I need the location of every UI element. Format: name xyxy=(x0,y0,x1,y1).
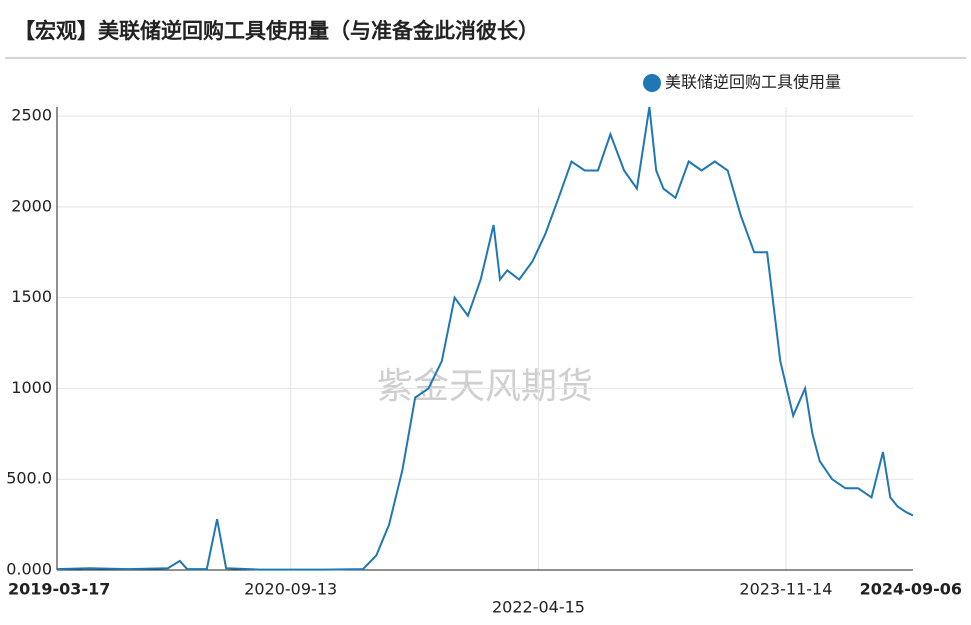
x-tick-label: 2022-04-15 xyxy=(492,598,585,617)
legend-marker xyxy=(643,74,661,92)
y-tick-label: 1000 xyxy=(11,378,52,397)
y-tick-label: 1500 xyxy=(11,287,52,306)
watermark: 紫金天风期货 xyxy=(377,366,593,407)
y-tick-label: 0.000 xyxy=(6,560,52,579)
y-tick-label: 2000 xyxy=(11,196,52,215)
y-tick-label: 500.0 xyxy=(6,469,52,488)
chart-title: 【宏观】美联储逆回购工具使用量（与准备金此消彼长） xyxy=(14,19,539,43)
x-tick-label: 2019-03-17 xyxy=(8,580,110,599)
legend-label: 美联储逆回购工具使用量 xyxy=(665,73,841,92)
y-tick-label: 2500 xyxy=(11,106,52,125)
x-tick-label: 2024-09-06 xyxy=(860,580,962,599)
series-line xyxy=(56,106,914,571)
x-tick-label: 2023-11-14 xyxy=(739,580,832,599)
x-tick-label: 2020-09-13 xyxy=(244,580,337,599)
